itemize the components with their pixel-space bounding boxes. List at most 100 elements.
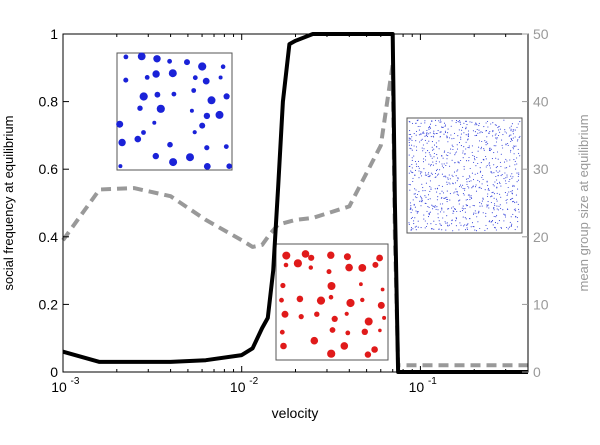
inset-particle-dot <box>513 159 515 161</box>
inset-particle-dot <box>517 148 519 150</box>
inset-particle-dot <box>473 157 476 159</box>
inset-particle-dot <box>420 195 422 197</box>
inset-particle-dot <box>519 155 521 157</box>
inset-particle-dot <box>424 190 426 192</box>
inset-particle-dot <box>470 226 472 228</box>
inset-particle-dot <box>518 137 520 139</box>
inset-particle-dot <box>452 206 454 208</box>
inset-particle-dot <box>411 136 413 138</box>
inset-particle-dot <box>485 224 487 226</box>
inset-particle-dot <box>416 212 418 214</box>
inset-particle-dot <box>502 209 504 211</box>
inset-particle-dot <box>512 197 514 199</box>
inset-particle-dot <box>467 133 469 135</box>
inset-particle-dot <box>411 171 413 173</box>
inset-particle-dot <box>443 151 445 153</box>
inset-particle-dot <box>460 186 463 188</box>
inset-particle-dot <box>466 205 468 207</box>
inset-particle-dot <box>433 156 435 158</box>
inset-particle-dot <box>461 207 463 209</box>
inset-particle-dot <box>500 196 502 198</box>
inset-particle-dot <box>467 135 470 138</box>
inset-particle-dot <box>506 176 508 178</box>
inset-particle-dot <box>465 218 467 220</box>
inset-particle-dot <box>408 223 410 225</box>
inset-particle-dot <box>467 146 469 149</box>
inset-particle-dot <box>418 170 420 172</box>
inset-particle-dot <box>437 213 439 215</box>
inset-particle-dot <box>455 220 457 222</box>
inset-particle-dot <box>478 125 480 127</box>
inset-particle-dot <box>441 185 443 187</box>
inset-particle-dot <box>449 165 451 167</box>
inset-particle-dot <box>413 223 415 225</box>
inset-particle-dot <box>509 151 512 153</box>
inset-particle-dot <box>444 150 446 152</box>
inset-particle-dot <box>432 164 434 166</box>
y-right-tick-label: 0 <box>533 364 541 380</box>
inset-particle-dot <box>408 142 410 144</box>
inset-particle-dot <box>444 131 447 134</box>
inset-particle-dot <box>484 229 486 231</box>
inset-particle-dot <box>408 154 410 156</box>
inset-particle-dot <box>447 155 449 157</box>
inset-cluster-dot <box>218 75 223 80</box>
inset-particle-dot <box>424 159 427 161</box>
inset-particle-dot <box>426 174 428 176</box>
y-right-tick-label: 30 <box>533 161 549 177</box>
inset-particle-dot <box>510 139 513 141</box>
inset-particle-dot <box>491 212 493 214</box>
inset-particle-dot <box>518 172 520 174</box>
inset-particle-dot <box>455 225 457 227</box>
inset-particle-dot <box>499 193 501 195</box>
inset-particle-dot <box>484 189 486 191</box>
inset-particle-dot <box>476 124 478 126</box>
inset-particle-dot <box>427 150 429 152</box>
inset-particle-dot <box>410 148 412 150</box>
inset-particle-dot <box>518 152 520 154</box>
inset-particle-dot <box>488 189 490 191</box>
inset-particle-dot <box>439 223 441 225</box>
inset-particle-dot <box>430 136 432 138</box>
inset-particle-dot <box>472 179 475 181</box>
inset-blue-dispersed-frame <box>406 117 523 234</box>
inset-particle-dot <box>474 135 476 137</box>
inset-particle-dot <box>482 174 484 177</box>
inset-particle-dot <box>517 179 520 181</box>
inset-particle-dot <box>499 128 501 130</box>
inset-particle-dot <box>473 212 475 214</box>
inset-particle-dot <box>488 207 490 209</box>
inset-particle-dot <box>498 126 500 128</box>
inset-particle-dot <box>443 163 445 165</box>
inset-particle-dot <box>436 154 438 156</box>
inset-particle-dot <box>424 202 426 204</box>
inset-particle-dot <box>496 208 498 210</box>
inset-particle-dot <box>494 134 496 136</box>
inset-particle-dot <box>519 121 521 123</box>
x-tick-label-exponent: -2 <box>249 376 258 387</box>
inset-particle-dot <box>510 216 512 218</box>
inset-particle-dot <box>410 229 412 231</box>
inset-particle-dot <box>465 204 467 206</box>
inset-particle-dot <box>509 127 511 129</box>
inset-particle-dot <box>417 125 419 128</box>
inset-particle-dot <box>485 141 487 143</box>
inset-particle-dot <box>408 165 410 168</box>
inset-particle-dot <box>412 228 414 230</box>
inset-particle-dot <box>445 176 447 178</box>
inset-particle-dot <box>473 205 475 207</box>
inset-particle-dot <box>469 217 471 220</box>
inset-cluster-dot <box>134 135 142 143</box>
inset-particle-dot <box>429 127 432 129</box>
inset-particle-dot <box>421 198 423 200</box>
inset-particle-dot <box>506 208 509 210</box>
inset-cluster-dot <box>282 251 291 260</box>
inset-particle-dot <box>431 146 433 148</box>
inset-particle-dot <box>456 144 458 146</box>
inset-particle-dot <box>516 163 518 165</box>
inset-particle-dot <box>483 126 485 128</box>
inset-cluster-dot <box>167 141 173 148</box>
inset-particle-dot <box>516 126 518 128</box>
inset-particle-dot <box>482 178 484 181</box>
inset-particle-dot <box>497 222 499 224</box>
